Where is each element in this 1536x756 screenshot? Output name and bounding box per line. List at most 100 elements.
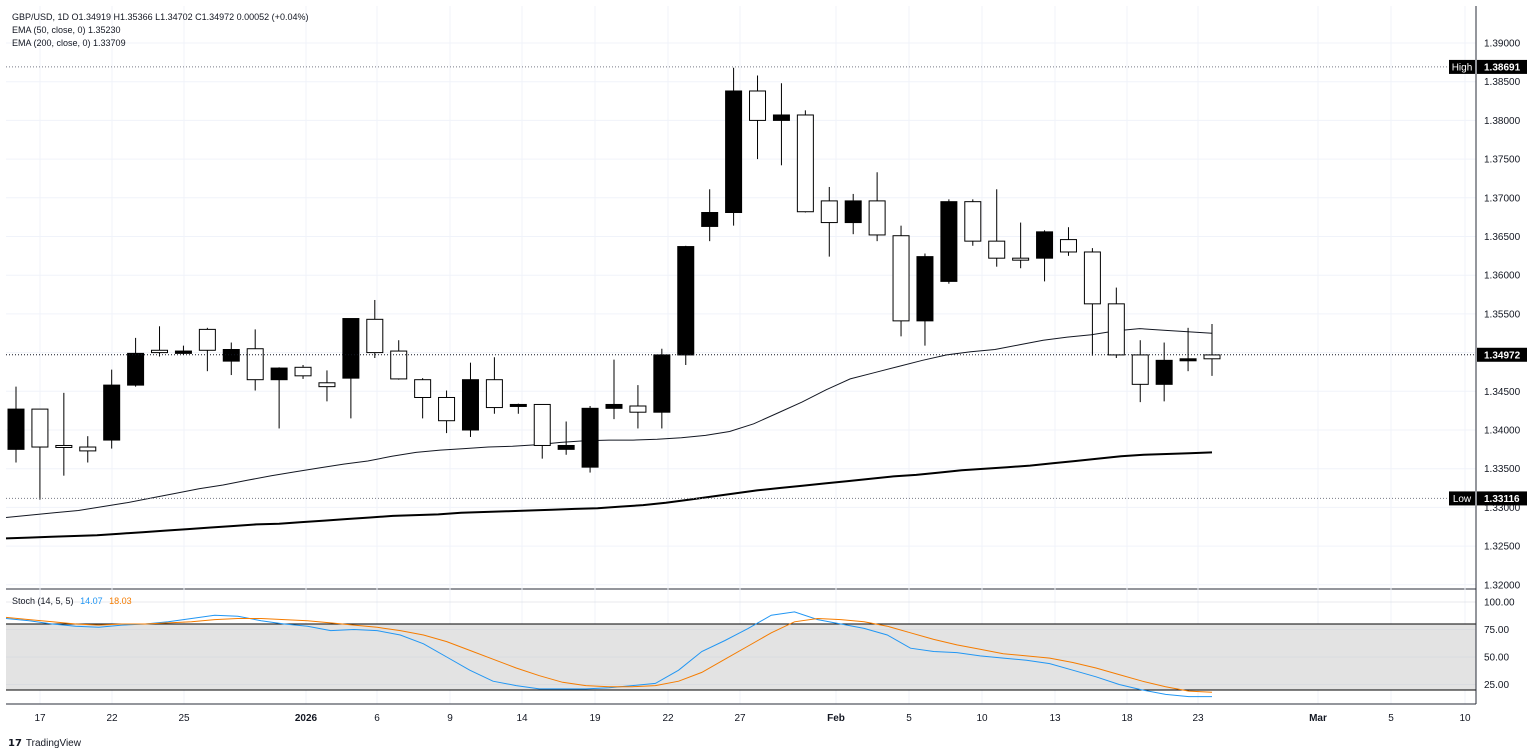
candle-body [198,328,216,351]
candle-body [342,318,360,379]
candle-body [629,405,647,413]
price-tick-label: 1.37000 [1484,193,1521,204]
candle [1083,248,1101,356]
time-tick-label: 2026 [295,713,318,724]
time-tick-label: Mar [1309,713,1327,724]
candle [1012,222,1030,269]
candle-body [844,200,862,224]
candle [31,408,49,500]
high-marker-value-box [1477,59,1527,74]
price-tick-label: 1.32500 [1484,542,1521,553]
candle-body [7,408,25,450]
ema50-legend[interactable]: EMA (50, close, 0) 1.35230 [12,25,121,35]
candle [701,189,719,242]
ema-lines [5,328,1213,540]
price-axis[interactable]: 1.39000 1.38500 1.38000 1.37500 1.37000 1.365… [1475,6,1521,704]
candle [772,83,790,166]
candle [103,369,121,449]
candle [1036,230,1054,282]
candle [55,392,73,476]
candle-body [940,201,958,282]
price-tick-label: 1.34000 [1484,426,1521,437]
candle-body [294,366,312,377]
price-tick-label: 1.32000 [1484,580,1521,591]
stoch-d-value: 18.03 [109,596,132,606]
candle [127,337,145,387]
candle [1203,323,1221,376]
candle [246,329,264,391]
candle [796,110,814,213]
candle [1131,340,1149,403]
candle [725,67,743,226]
ema200-legend[interactable]: EMA (200, close, 0) 1.33709 [12,38,126,48]
time-tick-label: 18 [1121,713,1133,724]
stoch-label: Stoch (14, 5, 5) [12,596,74,606]
candle-body [964,201,982,242]
time-axis[interactable]: 17 22 25 2026 6 9 14 19 22 27 Feb 5 10 13 18 23 Mar 5 10 [6,703,1476,724]
candle [151,326,169,357]
candle [7,386,25,463]
brand-name: TradingView [25,738,81,749]
low-marker-label-box [1449,491,1475,506]
ema50-line [5,328,1213,518]
candle [557,421,575,455]
stoch-k-value: 14.07 [80,596,103,606]
tradingview-logo-icon: 17 [8,738,22,749]
time-tick-label: 27 [734,713,746,724]
candle [509,403,527,414]
candle-body [318,382,336,388]
low-marker-value-box [1477,491,1527,506]
high-marker-label-box [1449,59,1475,74]
time-tick-label: 10 [976,713,988,724]
price-markers: High 1.38691 Low 1.33116 1.34972 [6,59,1527,506]
time-tick-label: 14 [516,713,528,724]
low-marker-label: Low [1453,494,1472,505]
candle [605,359,623,420]
candle-body [581,407,599,468]
time-tick-label: 23 [1192,713,1204,724]
candle-body [55,444,73,448]
candle [1155,342,1173,402]
candle [485,357,503,414]
candle [461,362,479,437]
time-tick-label: 9 [447,713,453,724]
symbol-legend[interactable]: GBP/USD, 1D O1.34919 H1.35366 L1.34702 C… [12,12,309,22]
candle-body [1107,303,1125,356]
candle [294,364,312,379]
stoch-lines [5,611,1213,698]
stoch-legend[interactable]: Stoch (14, 5, 5) 14.07 18.03 [12,596,132,606]
time-tick-label: 6 [374,713,380,724]
candle-body [31,408,49,448]
candle [988,189,1006,267]
candle-body [151,349,169,354]
candle [892,225,910,337]
candle-body [366,318,384,354]
candle-body [414,379,432,398]
candle [964,199,982,246]
time-tick-label: Feb [827,713,845,724]
candle-body [796,114,814,213]
candle-body [1155,359,1173,385]
candle [533,403,551,459]
high-marker-value: 1.38691 [1484,62,1521,73]
low-marker-value: 1.33116 [1484,494,1520,505]
candle-body [557,444,575,450]
candle [198,327,216,372]
candle [844,193,862,235]
candle [1107,287,1125,359]
candle-body [103,384,121,441]
candle-body [390,350,408,380]
candle-body [79,446,97,452]
candle [342,318,360,419]
stoch-tick-label: 75.00 [1484,625,1509,636]
stoch-tick-label: 100.00 [1484,598,1515,609]
candle [390,340,408,380]
time-tick-label: 5 [1388,713,1394,724]
candle-body [701,212,719,227]
candle-body [988,240,1006,259]
tradingview-brand[interactable]: 17 TradingView [8,738,81,749]
candle-body [270,367,288,381]
candle [174,345,192,355]
candle-body [749,90,767,121]
